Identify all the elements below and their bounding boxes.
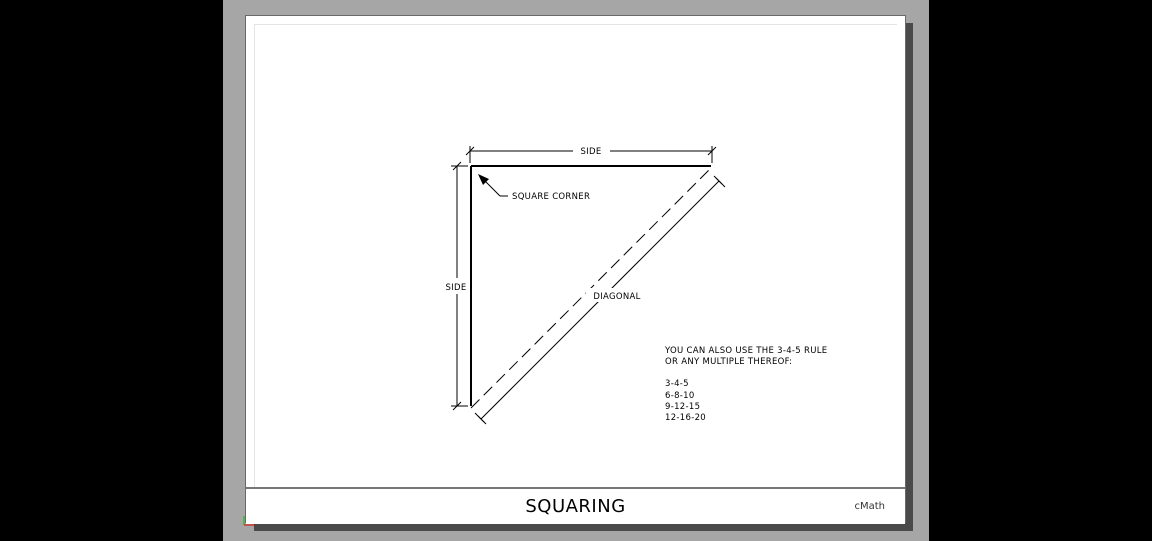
note-multiple-2: 6-8-10	[665, 391, 695, 401]
square-corner-leader	[478, 174, 508, 197]
note-multiple-1: 3-4-5	[665, 379, 689, 389]
squaring-diagram: SIDE SIDE DIAGONAL SQUARE CORNER	[445, 146, 827, 425]
sheet-inner-border	[254, 24, 897, 487]
left-dimension	[451, 161, 468, 411]
left-side-label: SIDE	[445, 283, 466, 293]
ucs-axis-icon	[243, 516, 255, 526]
leader-arrowhead	[478, 174, 489, 185]
note-line-1: YOU CAN ALSO USE THE 3-4-5 RULE	[664, 346, 827, 356]
square-corner-label: SQUARE CORNER	[512, 192, 590, 202]
brand-label: cMath	[854, 501, 885, 512]
drawing-sheet: SIDE SIDE DIAGONAL SQUARE CORNER	[245, 15, 906, 524]
sheet-title: SQUARING	[525, 496, 626, 517]
note-multiple-4: 12-16-20	[665, 413, 706, 423]
note-multiple-3: 9-12-15	[665, 402, 700, 412]
note-line-2: OR ANY MULTIPLE THEREOF:	[665, 357, 792, 367]
top-dimension	[465, 146, 717, 163]
diagonal-label: DIAGONAL	[593, 292, 640, 302]
diagonal-label-gap	[586, 288, 646, 302]
top-side-label: SIDE	[580, 147, 601, 157]
title-block: SQUARING cMath	[246, 487, 905, 524]
